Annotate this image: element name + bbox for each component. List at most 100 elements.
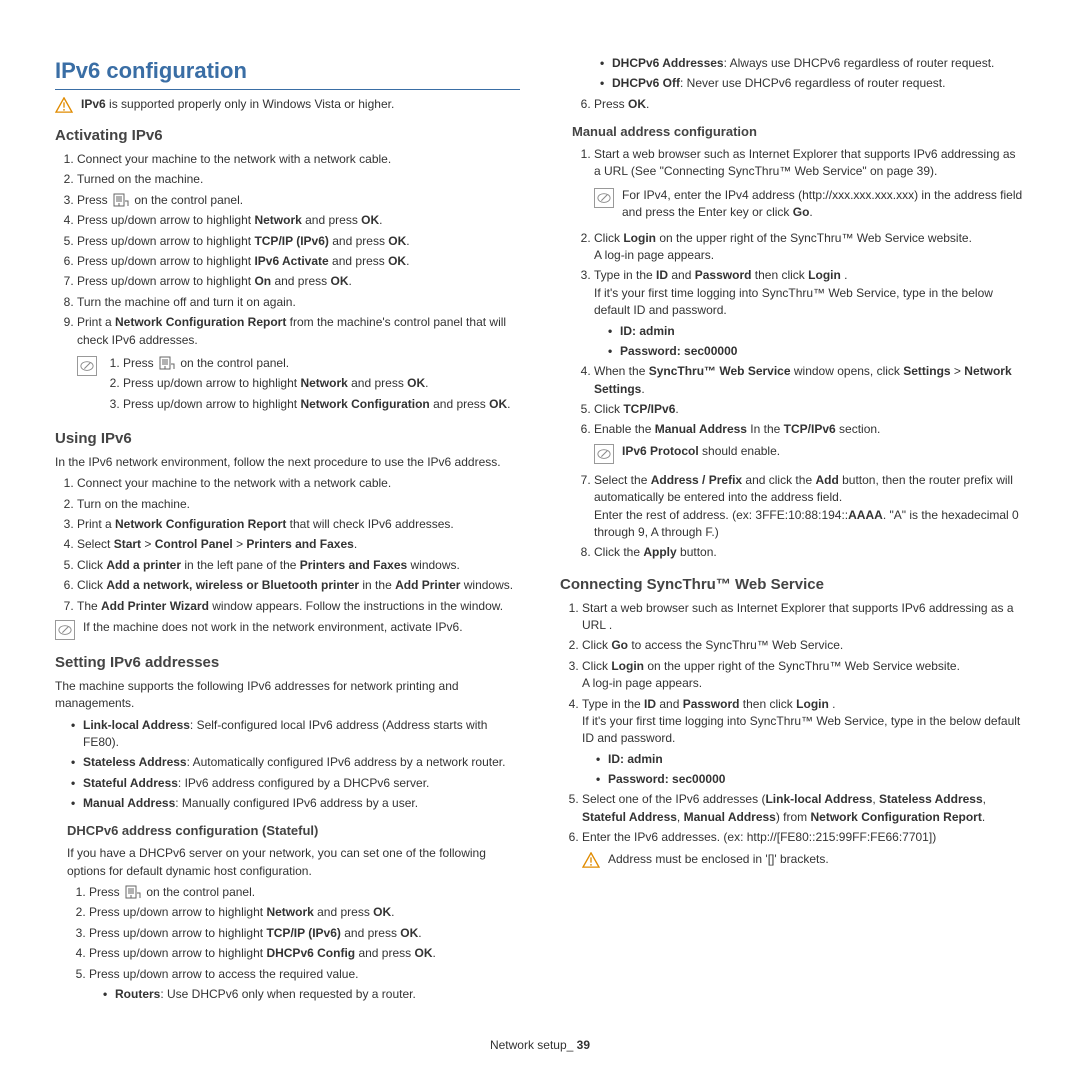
list-item: Press on the control panel. — [77, 192, 520, 209]
note-icon — [594, 188, 614, 208]
list-item: Turn the machine off and turn it on agai… — [77, 294, 520, 311]
activating-sublist: Press on the control panel. Press up/dow… — [105, 355, 510, 416]
list-item: Start a web browser such as Internet Exp… — [582, 600, 1025, 635]
list-item: Click Login on the upper right of the Sy… — [582, 658, 1025, 693]
list-item: Connect your machine to the network with… — [77, 151, 520, 168]
dhcp-heading: DHCPv6 address configuration (Stateful) — [67, 822, 520, 841]
list-item: Press up/down arrow to highlight TCP/IP … — [89, 925, 520, 942]
warning-icon — [55, 97, 73, 113]
list-item: Press up/down arrow to highlight Network… — [77, 212, 520, 229]
using-note-box: If the machine does not work in the netw… — [55, 619, 520, 640]
list-item: Select one of the IPv6 addresses (Link-l… — [582, 791, 1025, 826]
note-icon — [77, 356, 97, 376]
list-item: Start a web browser such as Internet Exp… — [594, 146, 1025, 222]
footer-label: Network setup_ — [490, 1038, 573, 1052]
list-text: Click Login on the upper right of the Sy… — [594, 231, 972, 245]
activating-heading: Activating IPv6 — [55, 125, 520, 147]
dhcp-list: Press on the control panel. Press up/dow… — [67, 884, 520, 1003]
list-item: Print a Network Configuration Report fro… — [77, 314, 520, 416]
footer-page-number: 39 — [577, 1038, 590, 1052]
list-item: Click TCP/IPv6. — [594, 401, 1025, 418]
list-item: Click the Apply button. — [594, 544, 1025, 561]
using-heading: Using IPv6 — [55, 428, 520, 450]
using-list: Connect your machine to the network with… — [55, 475, 520, 615]
menu-icon — [159, 356, 175, 370]
pw-label: Password: sec00000 — [620, 344, 737, 358]
connect-list: Start a web browser such as Internet Exp… — [560, 600, 1025, 868]
list-item: Stateless Address: Automatically configu… — [71, 754, 520, 771]
list-item: Type in the ID and Password then click L… — [582, 696, 1025, 789]
setting-heading: Setting IPv6 addresses — [55, 652, 520, 674]
list-item: Press up/down arrow to highlight Network… — [123, 375, 510, 392]
list-item: Press up/down arrow to highlight DHCPv6 … — [89, 945, 520, 962]
list-text: If it's your first time logging into Syn… — [582, 714, 1020, 745]
using-intro: In the IPv6 network environment, follow … — [55, 454, 520, 471]
list-item: Enable the Manual Address In the TCP/IPv… — [594, 421, 1025, 463]
list-text: Type in the ID and Password then click L… — [582, 697, 835, 711]
list-item: When the SyncThru™ Web Service window op… — [594, 363, 1025, 398]
id-label: ID: admin — [620, 324, 675, 338]
list-item: Turned on the machine. — [77, 171, 520, 188]
connect-heading: Connecting SyncThru™ Web Service — [560, 574, 1025, 596]
warning-icon — [582, 852, 600, 868]
list-item: Press OK. — [594, 96, 1025, 113]
list-item: Type in the ID and Password then click L… — [594, 267, 1025, 360]
list-item: Routers: Use DHCPv6 only when requested … — [103, 986, 520, 1003]
list-item: Turn on the machine. — [77, 496, 520, 513]
pw-label: Password: sec00000 — [608, 772, 725, 786]
dhcp-options: Routers: Use DHCPv6 only when requested … — [103, 986, 520, 1003]
page-footer: Network setup_ 39 — [55, 1037, 1025, 1054]
list-item: Press up/down arrow to highlight IPv6 Ac… — [77, 253, 520, 270]
menu-icon — [125, 885, 141, 899]
note-text: IPv6 Protocol should enable. — [622, 443, 780, 460]
list-item: Enter the IPv6 addresses. (ex: http://[F… — [582, 829, 1025, 868]
list-item: Press on the control panel. — [123, 355, 510, 372]
credentials: ID: admin Password: sec00000 — [596, 751, 1025, 789]
warn-ipv6-support: IPv6 is supported properly only in Windo… — [55, 96, 520, 113]
list-item: Press up/down arrow to highlight Network… — [123, 396, 510, 413]
list-item: Click Login on the upper right of the Sy… — [594, 230, 1025, 265]
list-item: Press up/down arrow to access the requir… — [89, 966, 520, 1004]
man1-note-box: For IPv4, enter the IPv4 address (http:/… — [594, 187, 1025, 222]
list-text: Click Login on the upper right of the Sy… — [582, 659, 960, 673]
list-item: Click Add a network, wireless or Bluetoo… — [77, 577, 520, 594]
man6-note-box: IPv6 Protocol should enable. — [594, 443, 1025, 464]
id-label: ID: admin — [608, 752, 663, 766]
list-item: Click Add a printer in the left pane of … — [77, 557, 520, 574]
activating-list: Connect your machine to the network with… — [55, 151, 520, 416]
left-column: IPv6 configuration IPv6 is supported pro… — [55, 55, 520, 1007]
list-item: Press up/down arrow to highlight TCP/IP … — [77, 233, 520, 250]
list-item: Stateful Address: IPv6 address configure… — [71, 775, 520, 792]
list-text: Enter the IPv6 addresses. (ex: http://[F… — [582, 830, 936, 844]
list-text: Press up/down arrow to access the requir… — [89, 967, 358, 981]
list-item: Select Start > Control Panel > Printers … — [77, 536, 520, 553]
dhcp-intro: If you have a DHCPv6 server on your netw… — [67, 845, 520, 880]
list-item: Connect your machine to the network with… — [77, 475, 520, 492]
list-text: Enter the rest of address. (ex: 3FFE:10:… — [594, 508, 1019, 539]
list-text: A log-in page appears. — [582, 676, 702, 690]
addr-types-list: Link-local Address: Self-configured loca… — [55, 717, 520, 813]
list-item: Manual Address: Manually configured IPv6… — [71, 795, 520, 812]
list-item: Press up/down arrow to highlight Network… — [89, 904, 520, 921]
list-item: The Add Printer Wizard window appears. F… — [77, 598, 520, 615]
list-item: Click Go to access the SyncThru™ Web Ser… — [582, 637, 1025, 654]
list-text: Start a web browser such as Internet Exp… — [594, 147, 1016, 178]
note-text: For IPv4, enter the IPv4 address (http:/… — [622, 187, 1025, 222]
credentials: ID: admin Password: sec00000 — [608, 323, 1025, 361]
dhcp-options-cont: DHCPv6 Addresses: Always use DHCPv6 rega… — [600, 55, 1025, 93]
dhcp-list-cont: Press OK. — [572, 96, 1025, 113]
list-item: DHCPv6 Off: Never use DHCPv6 regardless … — [600, 75, 1025, 92]
list-item: Press on the control panel. — [89, 884, 520, 901]
note-icon — [594, 444, 614, 464]
list-item: DHCPv6 Addresses: Always use DHCPv6 rega… — [600, 55, 1025, 72]
list-text: A log-in page appears. — [594, 248, 714, 262]
list-text: Enable the Manual Address In the TCP/IPv… — [594, 422, 880, 436]
list-text: If it's your first time logging into Syn… — [594, 286, 993, 317]
using-note: If the machine does not work in the netw… — [83, 619, 463, 636]
manual-heading: Manual address configuration — [572, 123, 1025, 142]
menu-icon — [113, 193, 129, 207]
warn-text: IPv6 is supported properly only in Windo… — [81, 96, 394, 113]
list-text: Type in the ID and Password then click L… — [594, 268, 847, 282]
list-item: Link-local Address: Self-configured loca… — [71, 717, 520, 752]
list-item: Print a Network Configuration Report tha… — [77, 516, 520, 533]
